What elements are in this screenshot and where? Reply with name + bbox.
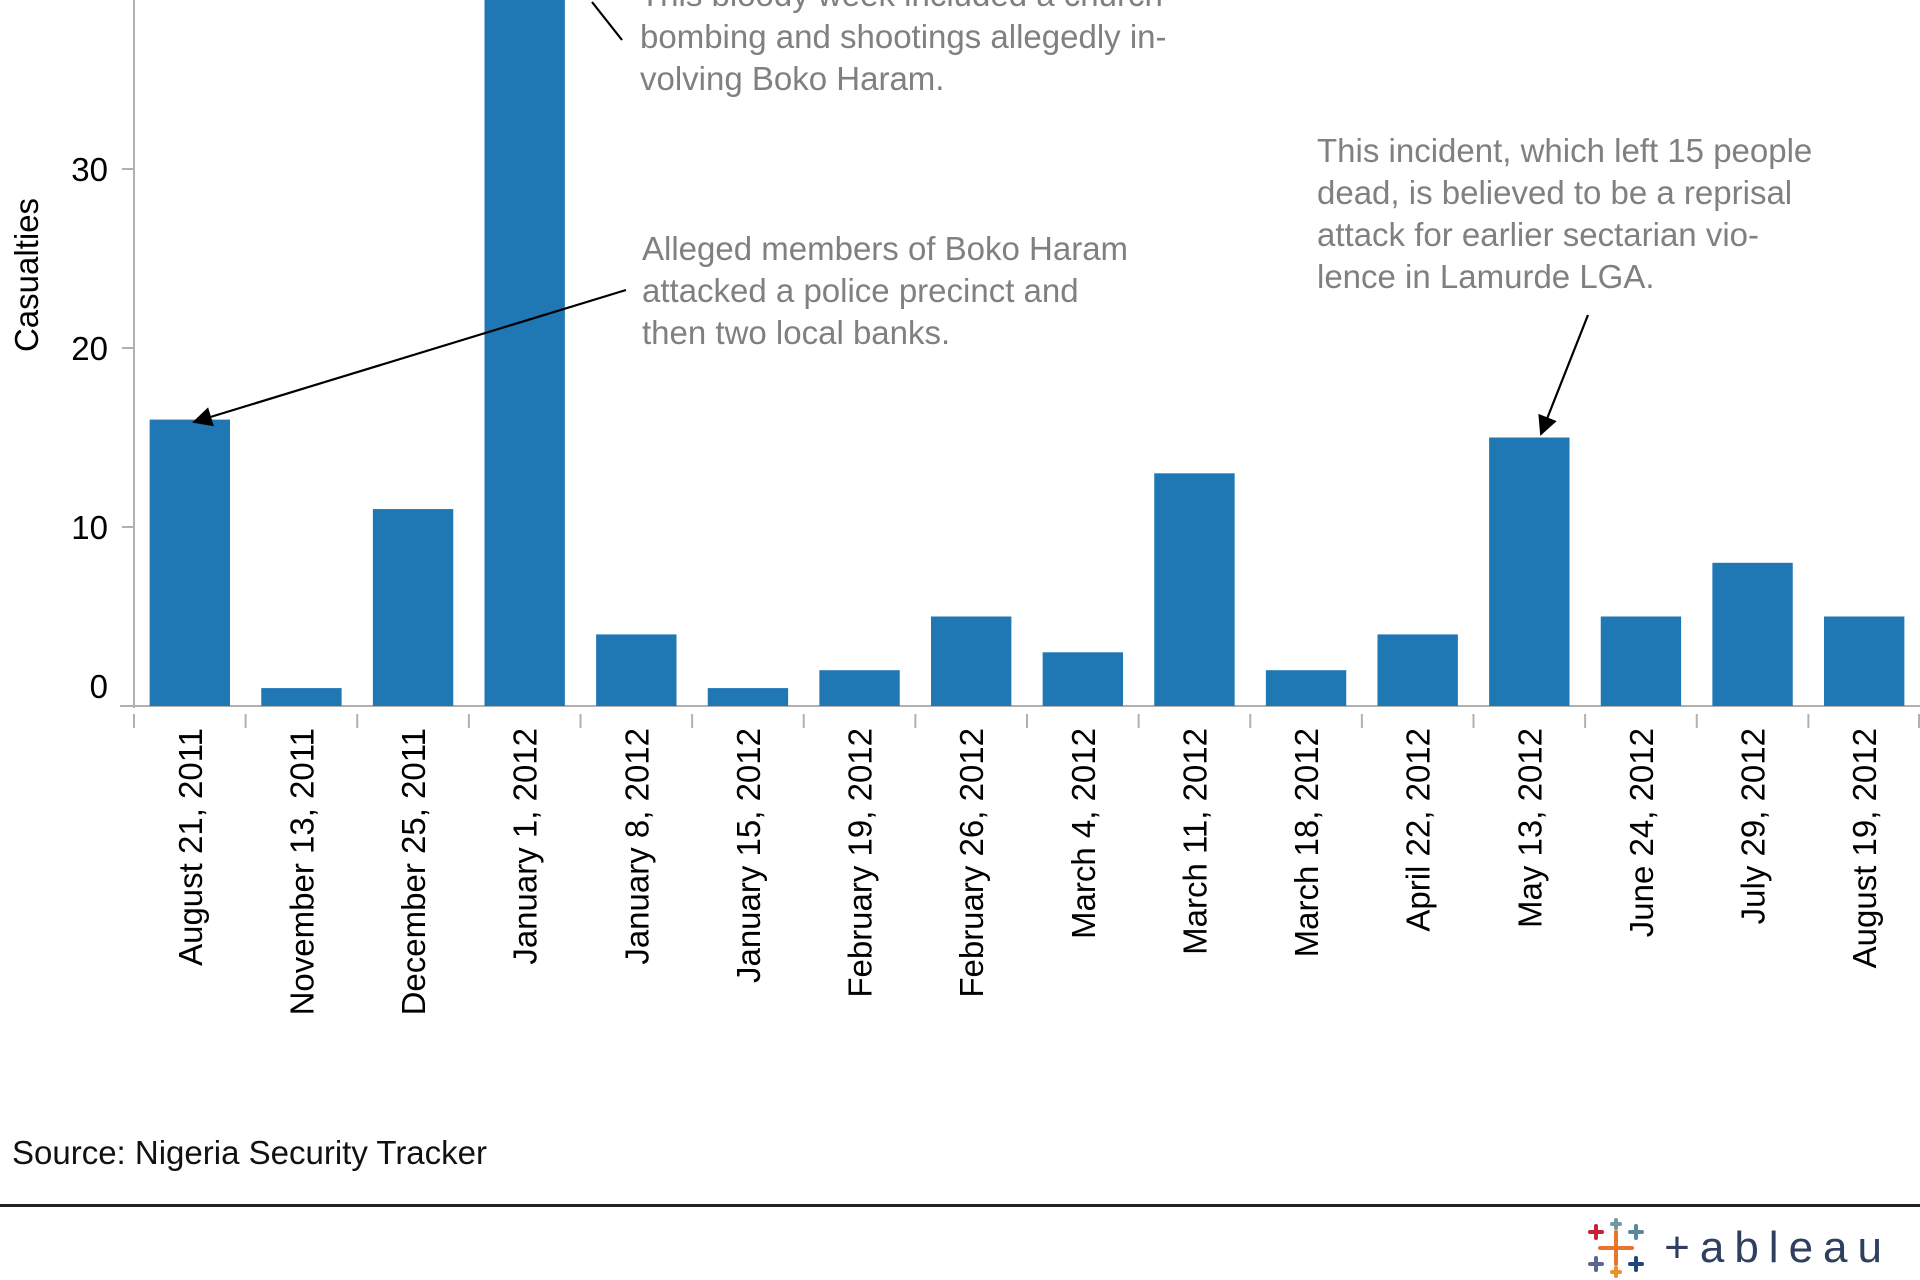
x-tick-label: August 19, 2012	[1846, 728, 1883, 968]
annotation-text: lence in Lamurde LGA.	[1317, 258, 1655, 295]
bar	[1377, 634, 1458, 706]
annotation-arrow	[1538, 314, 1590, 436]
x-tick-label: August 21, 2011	[172, 728, 209, 966]
bar	[1042, 652, 1123, 706]
y-tick-label: 0	[90, 668, 108, 705]
x-tick-label: July 29, 2012	[1735, 728, 1772, 924]
x-tick-label: November 13, 2011	[283, 728, 320, 1015]
tableau-logo: +ableau	[1582, 1218, 1892, 1278]
x-tick-label: March 11, 2012	[1176, 728, 1213, 955]
annotation-text: then two local banks.	[642, 314, 950, 351]
bar	[1154, 473, 1235, 706]
bar	[149, 419, 230, 706]
y-tick-label: 10	[71, 509, 108, 546]
bar	[1600, 616, 1682, 706]
annotation-text: dead, is believed to be a reprisal	[1317, 174, 1792, 211]
bar	[372, 509, 454, 706]
bar	[931, 616, 1012, 706]
bar	[1712, 562, 1793, 706]
brand-wordmark: +ableau	[1664, 1223, 1892, 1272]
bar	[819, 670, 900, 706]
footer-divider	[0, 1204, 1920, 1207]
bar	[596, 634, 677, 706]
x-tick-label: May 13, 2012	[1511, 728, 1548, 928]
bar	[1489, 437, 1570, 706]
x-tick-label: January 15, 2012	[730, 728, 767, 983]
x-tick-label: June 24, 2012	[1623, 728, 1660, 937]
x-tick-label: April 22, 2012	[1400, 728, 1437, 932]
y-axis-title: Casualties	[8, 198, 45, 352]
annotation-arrow	[591, 1, 623, 41]
bar	[1824, 616, 1905, 706]
tableau-mark-icon	[1588, 1218, 1645, 1278]
annotation-text: attacked a police precinct and	[642, 272, 1079, 309]
x-tick-label: March 4, 2012	[1065, 728, 1102, 939]
annotation-text: Alleged members of Boko Haram	[642, 230, 1128, 267]
casualties-bar-chart: 0 10 20 30 Casualties August 21, 2011 November…	[8, 0, 1920, 1015]
annotation-arrow	[192, 288, 627, 427]
x-tick-label: January 1, 2012	[507, 728, 544, 965]
x-tick-label: February 26, 2012	[953, 728, 990, 998]
bar	[707, 688, 789, 706]
bar	[1265, 670, 1347, 706]
x-tick-label: March 18, 2012	[1288, 728, 1325, 957]
x-tick-label: January 8, 2012	[618, 728, 655, 965]
x-tick-label: December 25, 2011	[395, 728, 432, 1015]
y-tick-label: 30	[71, 151, 108, 188]
annotation-text: This incident, which left 15 people	[1317, 132, 1812, 169]
annotation-text: This bloody week included a church	[640, 0, 1163, 13]
annotation-text: bombing and shootings allegedly in-	[640, 18, 1167, 55]
y-tick-label: 20	[71, 330, 108, 367]
annotation-text: volving Boko Haram.	[640, 60, 944, 97]
x-tick-label: February 19, 2012	[842, 728, 879, 998]
bar	[261, 688, 342, 706]
source-note: Source: Nigeria Security Tracker	[12, 1134, 488, 1171]
annotation-text: attack for earlier sectarian vio-	[1317, 216, 1759, 253]
bar	[484, 0, 565, 707]
